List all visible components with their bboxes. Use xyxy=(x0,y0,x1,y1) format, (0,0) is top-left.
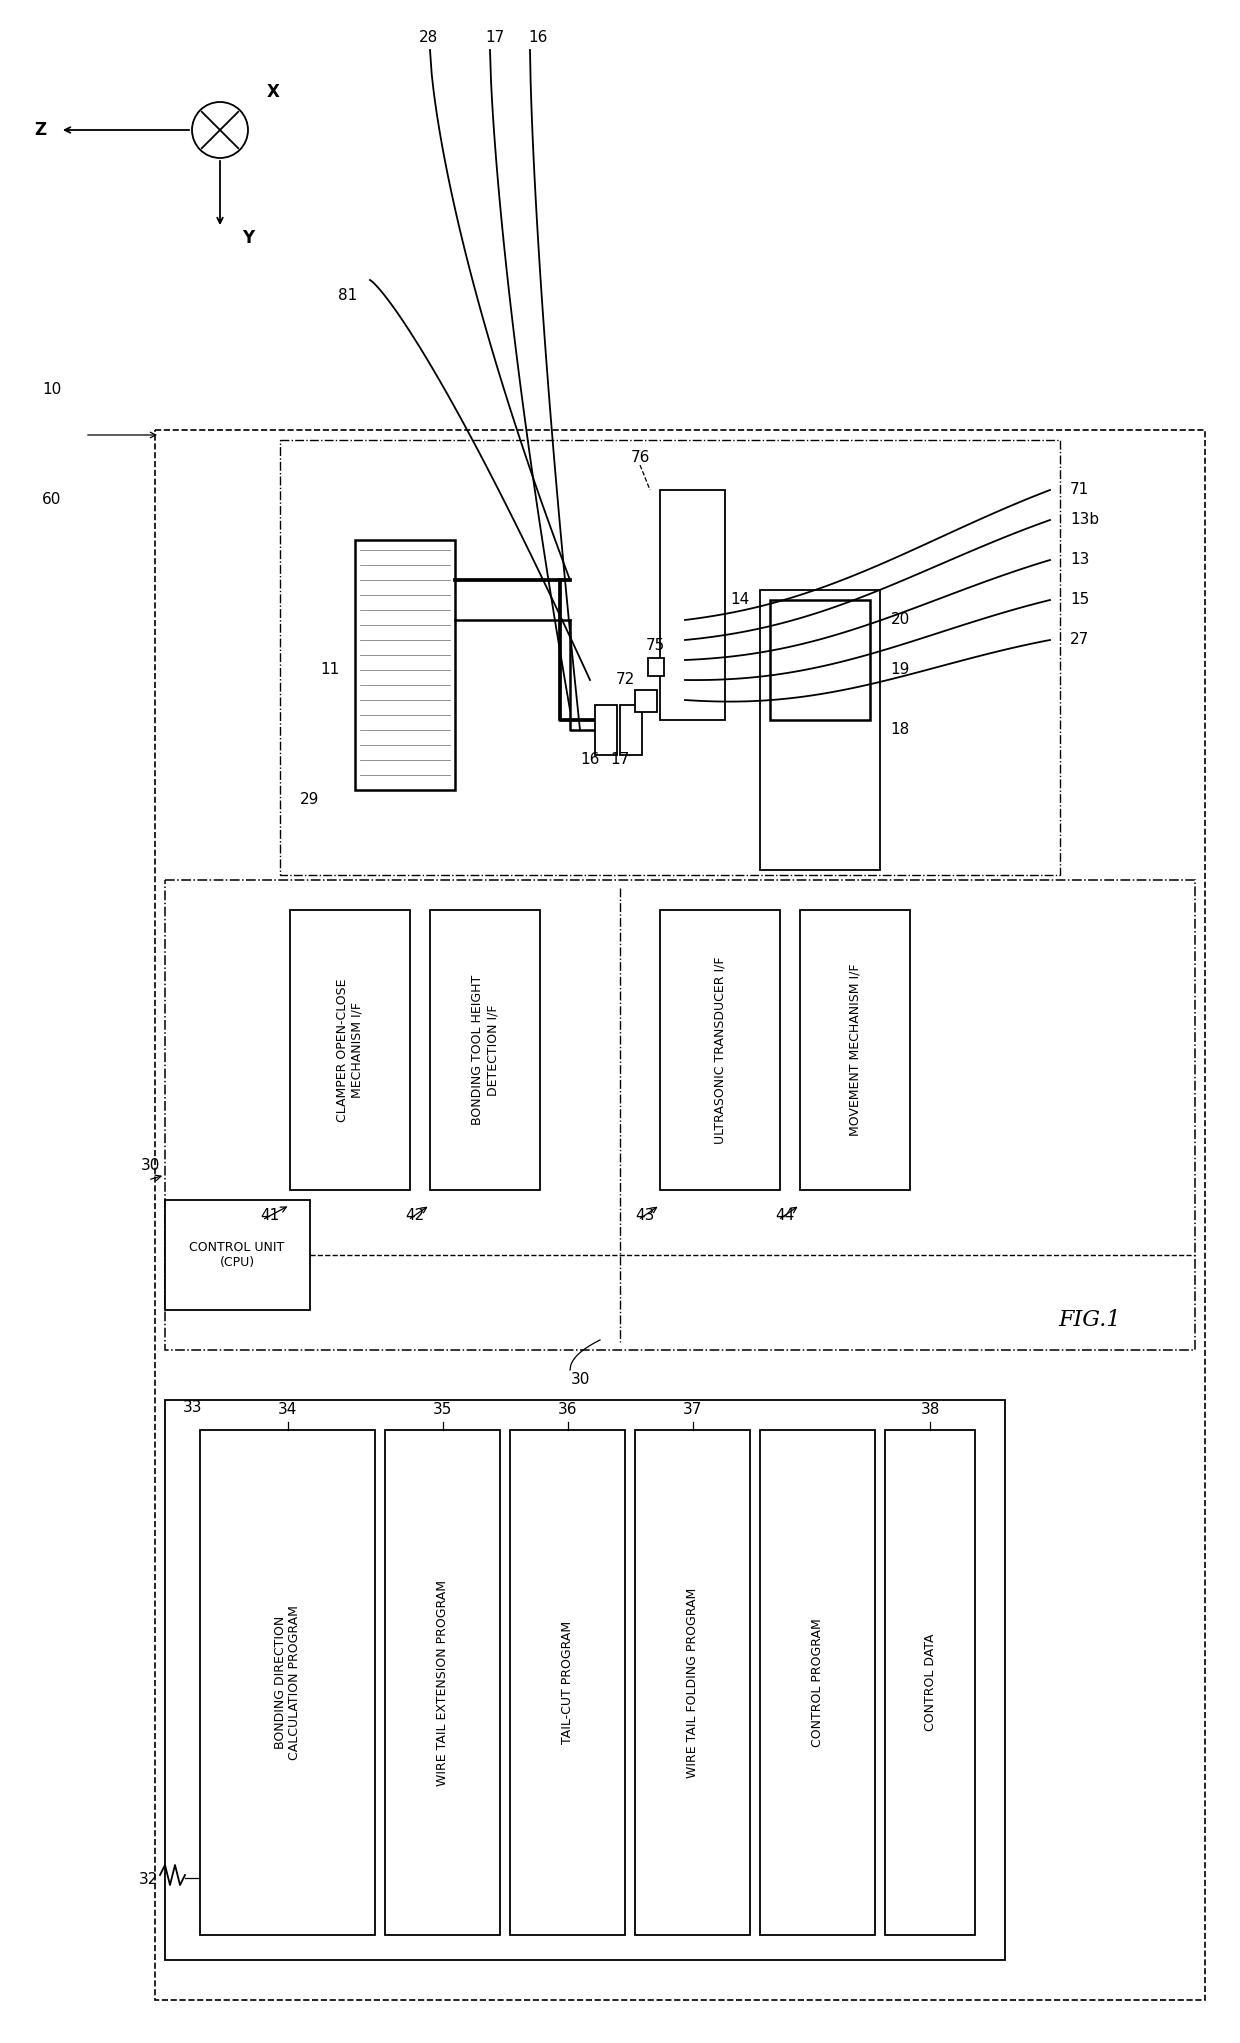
Bar xyxy=(660,490,725,719)
Text: 43: 43 xyxy=(635,1207,655,1222)
Text: 32: 32 xyxy=(139,1873,157,1888)
Text: CONTROL PROGRAM: CONTROL PROGRAM xyxy=(811,1618,825,1747)
Text: 29: 29 xyxy=(300,793,320,807)
Bar xyxy=(384,1430,500,1935)
Text: 71: 71 xyxy=(1070,482,1089,498)
Text: 41: 41 xyxy=(260,1207,280,1222)
Bar xyxy=(649,658,663,676)
Text: 33: 33 xyxy=(184,1401,203,1416)
Text: 17: 17 xyxy=(610,752,630,768)
Text: 16: 16 xyxy=(580,752,600,768)
Text: 15: 15 xyxy=(1070,592,1089,607)
Bar xyxy=(760,1430,875,1935)
Bar xyxy=(155,429,1205,2000)
Text: CONTROL DATA: CONTROL DATA xyxy=(924,1634,936,1730)
Text: 35: 35 xyxy=(433,1401,453,1418)
Text: 30: 30 xyxy=(140,1158,160,1173)
Bar xyxy=(635,691,657,713)
Bar xyxy=(165,1399,1004,1959)
Text: 38: 38 xyxy=(920,1401,940,1418)
Text: 18: 18 xyxy=(890,723,910,738)
Text: 42: 42 xyxy=(405,1207,424,1222)
Text: 20: 20 xyxy=(890,613,910,627)
Text: 10: 10 xyxy=(42,382,62,398)
Bar xyxy=(660,909,780,1189)
Text: FIG.1: FIG.1 xyxy=(1059,1310,1121,1330)
Text: Y: Y xyxy=(242,229,254,247)
Bar xyxy=(280,439,1060,874)
Bar xyxy=(355,539,455,791)
Bar xyxy=(800,909,910,1189)
Text: TAIL-CUT PROGRAM: TAIL-CUT PROGRAM xyxy=(560,1620,574,1745)
Bar xyxy=(430,909,539,1189)
Bar xyxy=(770,601,870,719)
Text: MOVEMENT MECHANISM I/F: MOVEMENT MECHANISM I/F xyxy=(848,964,862,1136)
Text: 19: 19 xyxy=(890,662,910,678)
Text: X: X xyxy=(267,84,279,100)
Text: 44: 44 xyxy=(775,1207,795,1222)
Text: 14: 14 xyxy=(730,592,750,607)
Text: 27: 27 xyxy=(1070,633,1089,648)
Text: WIRE TAIL EXTENSION PROGRAM: WIRE TAIL EXTENSION PROGRAM xyxy=(436,1579,449,1786)
Text: CONTROL UNIT
(CPU): CONTROL UNIT (CPU) xyxy=(190,1240,285,1269)
Text: 17: 17 xyxy=(485,31,505,45)
Text: WIRE TAIL FOLDING PROGRAM: WIRE TAIL FOLDING PROGRAM xyxy=(686,1587,699,1777)
Bar xyxy=(185,1418,985,1947)
Text: 34: 34 xyxy=(278,1401,298,1418)
Bar xyxy=(885,1430,975,1935)
Text: 28: 28 xyxy=(418,31,438,45)
Text: 16: 16 xyxy=(528,31,548,45)
Text: 30: 30 xyxy=(570,1373,590,1387)
Text: Z: Z xyxy=(33,121,46,139)
Bar xyxy=(165,881,1195,1350)
Text: 11: 11 xyxy=(320,662,340,678)
Bar xyxy=(595,705,618,756)
Bar xyxy=(290,909,410,1189)
Text: 36: 36 xyxy=(558,1401,578,1418)
Text: 37: 37 xyxy=(683,1401,702,1418)
Text: ULTRASONIC TRANSDUCER I/F: ULTRASONIC TRANSDUCER I/F xyxy=(713,956,727,1144)
Text: 81: 81 xyxy=(339,288,357,302)
Text: 13: 13 xyxy=(1070,552,1090,568)
Bar xyxy=(760,590,880,870)
Text: 75: 75 xyxy=(645,637,665,652)
Bar xyxy=(620,705,642,756)
Text: BONDING TOOL HEIGHT
DETECTION I/F: BONDING TOOL HEIGHT DETECTION I/F xyxy=(471,975,498,1126)
Bar xyxy=(165,1199,310,1310)
Bar xyxy=(200,1430,374,1935)
Text: 72: 72 xyxy=(615,672,635,688)
Text: BONDING DIRECTION
CALCULATION PROGRAM: BONDING DIRECTION CALCULATION PROGRAM xyxy=(274,1606,301,1759)
Text: 76: 76 xyxy=(630,452,650,466)
Text: 60: 60 xyxy=(42,492,62,507)
Text: CLAMPER OPEN-CLOSE
MECHANISM I/F: CLAMPER OPEN-CLOSE MECHANISM I/F xyxy=(336,979,365,1122)
Bar xyxy=(510,1430,625,1935)
Text: 13b: 13b xyxy=(1070,513,1099,527)
Bar xyxy=(635,1430,750,1935)
